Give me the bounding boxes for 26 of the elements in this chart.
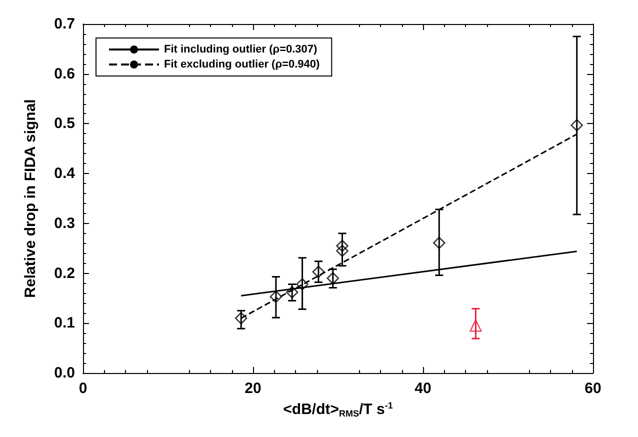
x-tick-label: 60	[584, 380, 602, 397]
point	[470, 319, 482, 332]
y-tick-label: 0.1	[54, 314, 75, 332]
point	[270, 290, 282, 303]
point	[312, 266, 325, 278]
point	[326, 272, 340, 284]
y-tick-label: 0.0	[54, 364, 75, 382]
x-tick-label: 40	[414, 380, 432, 397]
y-tick-label: 0.6	[54, 65, 75, 82]
y-tick-label: 0.3	[54, 214, 75, 232]
y-tick-label: 0.4	[54, 165, 76, 182]
legend-label: Fit excluding outlier (ρ=0.940)	[164, 58, 320, 70]
point	[296, 278, 308, 290]
y-tick-label: 0.5	[54, 115, 75, 132]
point	[336, 240, 348, 252]
point	[336, 244, 348, 257]
point	[570, 119, 583, 132]
y-tick-label: 0.2	[54, 264, 75, 282]
y-axis-title: Relative drop in FIDA signal	[22, 99, 39, 298]
legend-label: Fit including outlier (ρ=0.307)	[164, 44, 318, 56]
point	[286, 286, 298, 298]
x-tick-label: 20	[244, 380, 262, 397]
y-tick-label: 0.7	[54, 16, 75, 32]
point	[433, 236, 446, 250]
point	[234, 312, 248, 324]
x-tick-label: 0	[78, 380, 88, 397]
